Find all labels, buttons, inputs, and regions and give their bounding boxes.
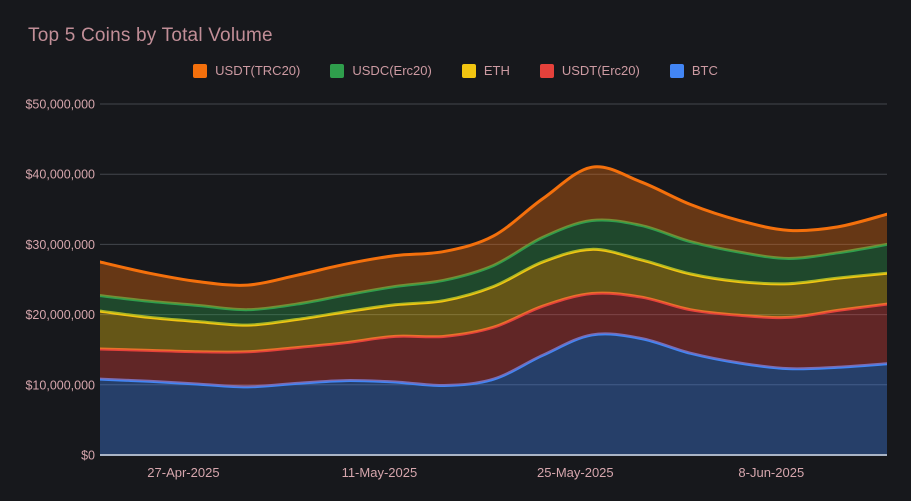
- x-axis-label: 25-May-2025: [537, 465, 614, 480]
- line-usdt-trc20: [100, 165, 887, 287]
- legend-label: ETH: [483, 63, 510, 78]
- area-usdt-trc20[interactable]: [100, 166, 887, 310]
- plot-area: [100, 165, 887, 455]
- chart-title: Top 5 Coins by Total Volume: [28, 25, 273, 46]
- legend-swatch-usdt-trc20: [193, 63, 208, 78]
- y-axis-label: $10,000,000: [25, 378, 95, 392]
- legend-label: USDT(TRC20): [215, 63, 301, 78]
- legend-label: BTC: [691, 63, 718, 78]
- legend-item-eth[interactable]: ETH: [461, 63, 510, 78]
- y-axis-label: $50,000,000: [25, 98, 95, 112]
- y-axis-label: $20,000,000: [25, 308, 95, 322]
- legend-swatch-usdc-erc20: [330, 63, 345, 78]
- line-usdt-erc20: [100, 291, 887, 354]
- y-axis-label: $30,000,000: [25, 238, 95, 252]
- legend-label: USDC(Erc20): [352, 63, 432, 78]
- legend-item-btc[interactable]: BTC: [669, 63, 718, 78]
- legend-swatch-eth: [461, 63, 476, 78]
- legend-item-usdt-trc20[interactable]: USDT(TRC20): [193, 63, 300, 78]
- legend: USDT(TRC20) USDC(Erc20) ETH USDT(Erc20) BTC: [0, 63, 911, 78]
- line-eth: [100, 247, 887, 327]
- area-usdc-erc20[interactable]: [100, 219, 887, 326]
- line-btc: [100, 332, 887, 389]
- x-axis-label: 11-May-2025: [342, 465, 418, 480]
- y-axis-label: $0: [81, 449, 95, 463]
- line-usdc-erc20: [100, 218, 887, 312]
- legend-label: USDT(Erc20): [561, 63, 640, 78]
- y-axis-label: $40,000,000: [25, 168, 95, 182]
- legend-swatch-btc: [669, 63, 684, 78]
- legend-item-usdt-erc20[interactable]: USDT(Erc20): [539, 63, 640, 78]
- legend-item-usdc-erc20[interactable]: USDC(Erc20): [330, 63, 432, 78]
- x-axis-label: 27-Apr-2025: [147, 465, 219, 480]
- x-axis-label: 8-Jun-2025: [738, 465, 804, 480]
- area-btc[interactable]: [100, 333, 887, 455]
- legend-swatch-usdt-erc20: [539, 63, 554, 78]
- area-usdt-erc20[interactable]: [100, 293, 887, 387]
